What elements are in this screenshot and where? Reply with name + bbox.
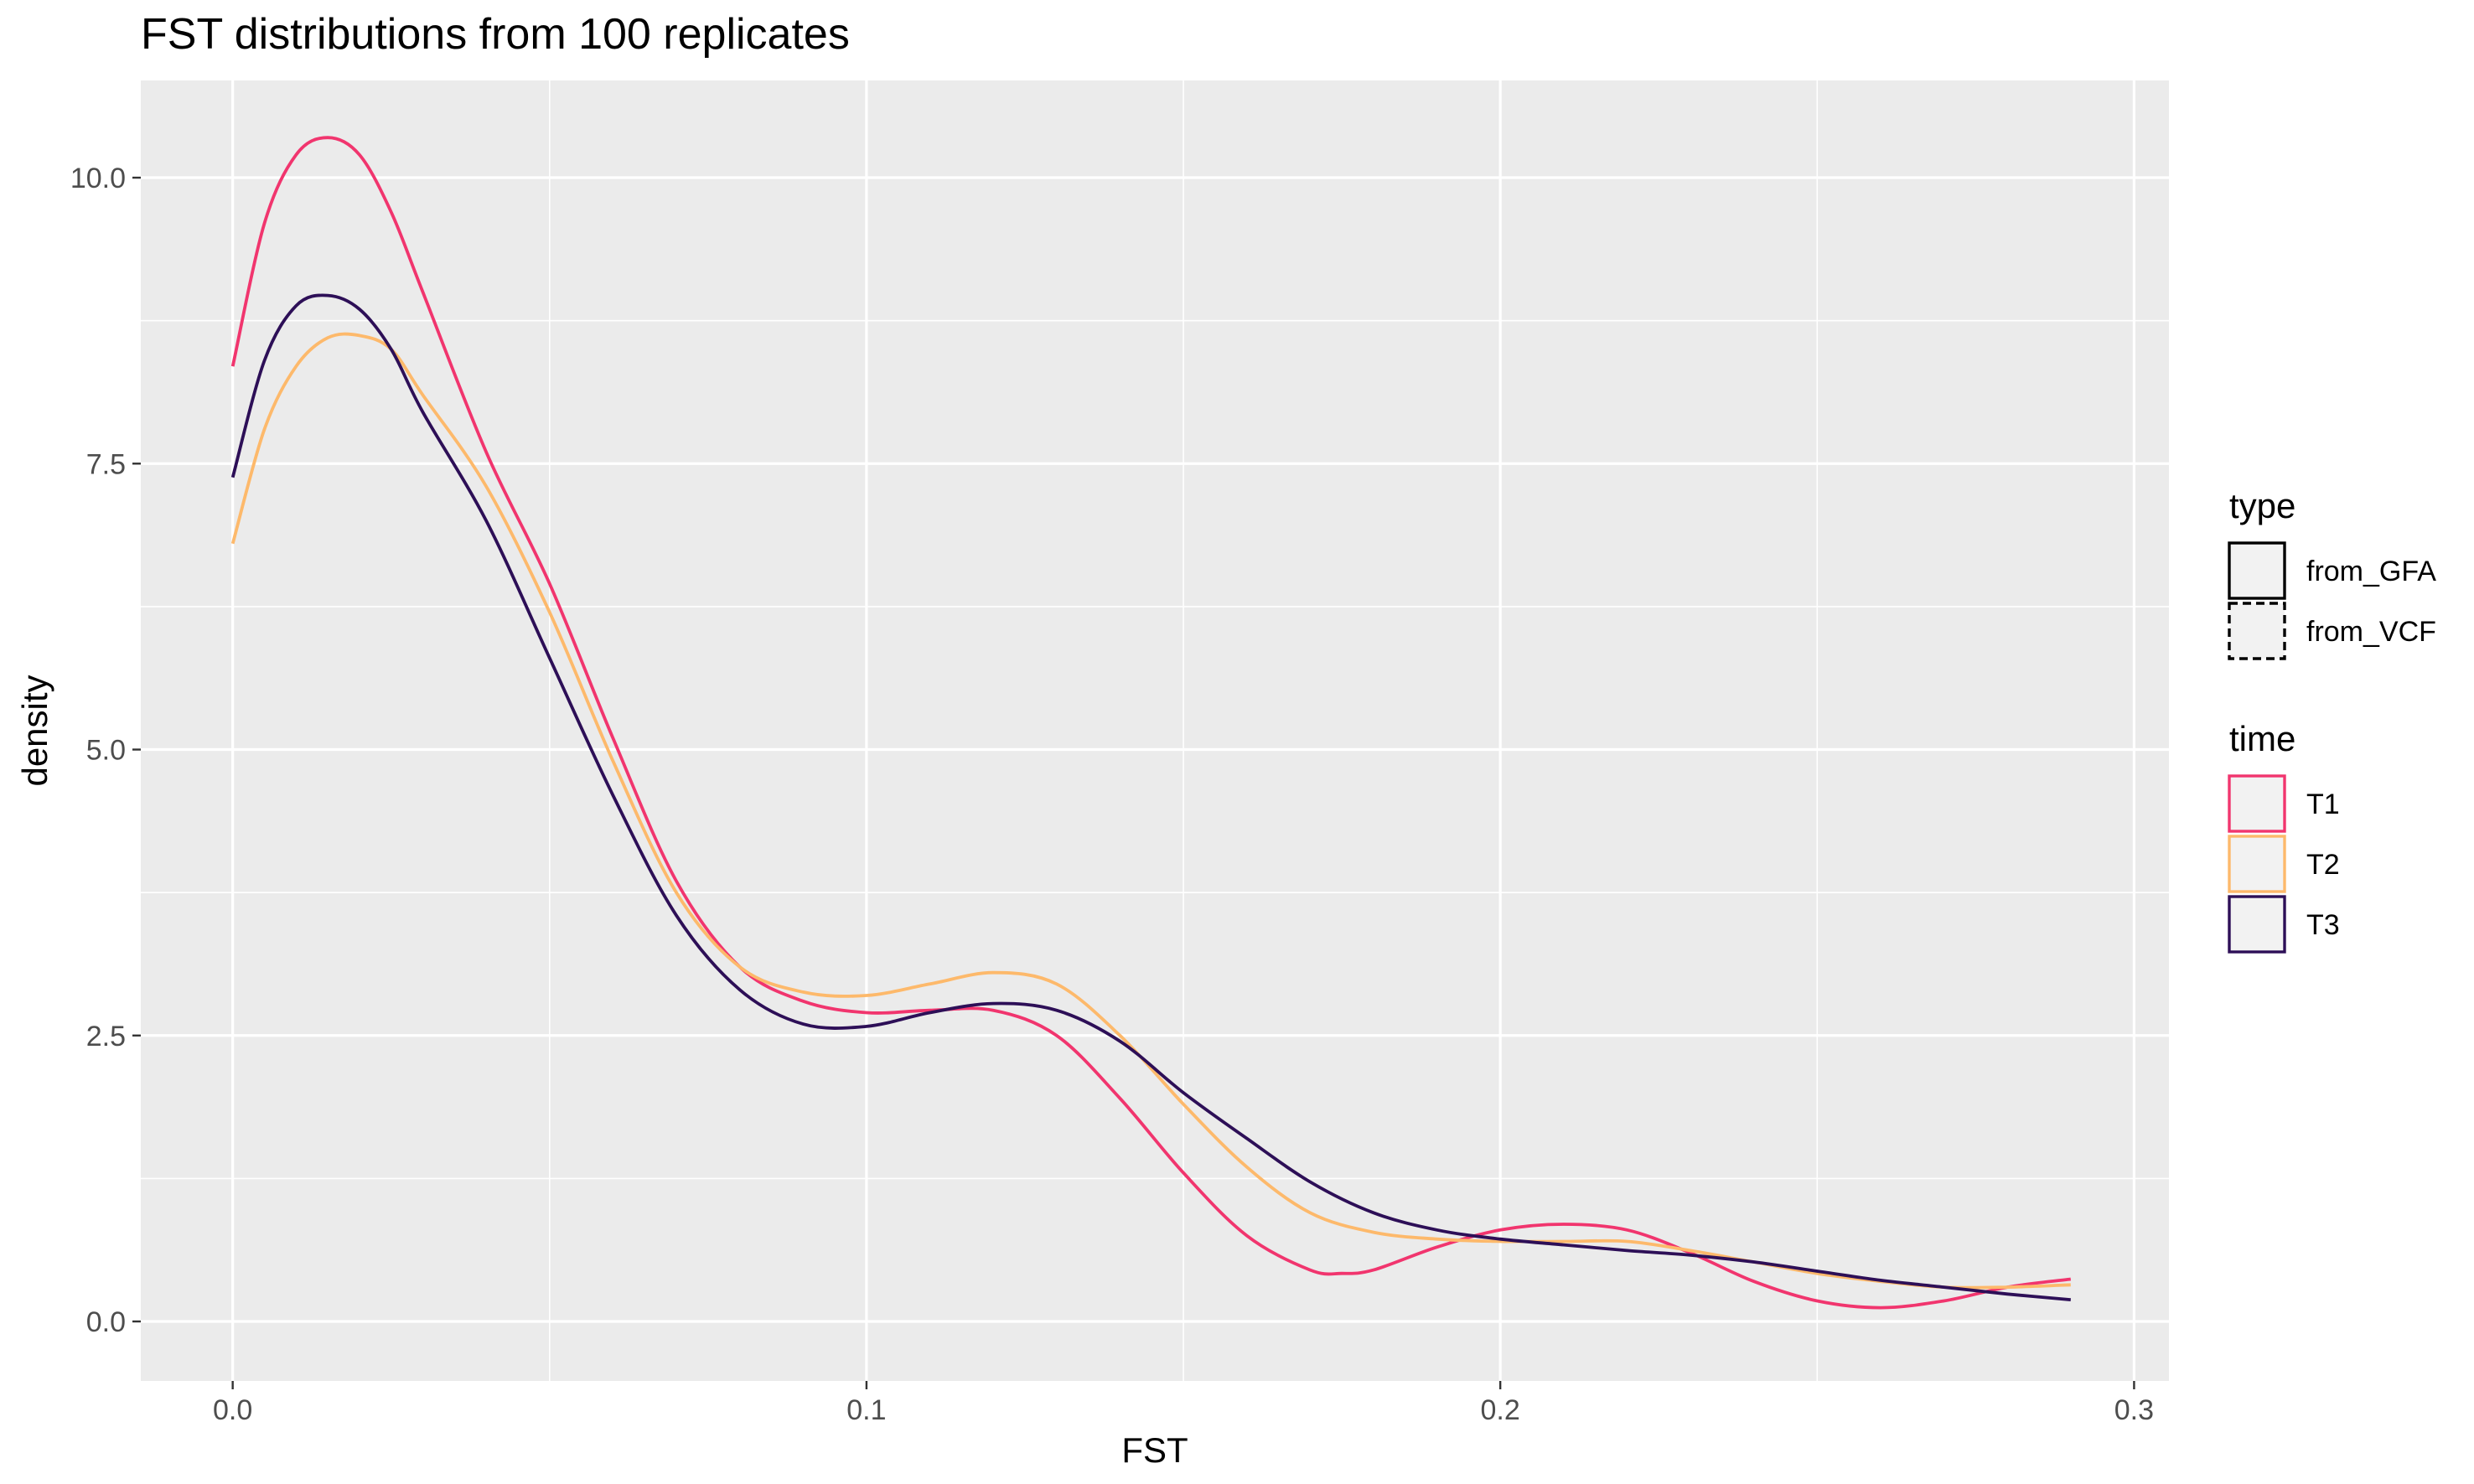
chart-title: FST distributions from 100 replicates bbox=[141, 10, 850, 59]
y-tick-label: 0.0 bbox=[86, 1306, 126, 1338]
x-tick-label: 0.0 bbox=[213, 1394, 252, 1426]
legend-title: type bbox=[2229, 486, 2295, 525]
x-tick-label: 0.3 bbox=[2114, 1394, 2154, 1426]
y-axis: 0.0 2.5 5.0 7.5 10.0 bbox=[70, 163, 141, 1338]
x-tick-label: 0.1 bbox=[846, 1394, 886, 1426]
plot-panel bbox=[141, 80, 2169, 1381]
x-axis: 0.0 0.1 0.2 0.3 bbox=[213, 1381, 2154, 1426]
legend-key-from-gfa bbox=[2228, 541, 2286, 600]
density-line-t3 bbox=[230, 293, 2071, 1301]
density-curves bbox=[230, 136, 2072, 1310]
legend-key-t2 bbox=[2228, 835, 2286, 893]
legend-key-t3 bbox=[2228, 895, 2286, 954]
legend-label: T2 bbox=[2306, 849, 2340, 881]
density-line-t2 bbox=[230, 332, 2071, 1290]
legend-label: from_VCF bbox=[2306, 616, 2436, 648]
y-tick-label: 10.0 bbox=[70, 163, 126, 194]
legend-key-t1 bbox=[2228, 774, 2286, 833]
legend-label: from_GFA bbox=[2306, 556, 2436, 587]
minor-gridlines bbox=[141, 80, 2169, 1381]
y-tick-label: 5.0 bbox=[86, 735, 126, 767]
legend-title: time bbox=[2229, 719, 2295, 758]
x-tick-label: 0.2 bbox=[1481, 1394, 1520, 1426]
y-axis-title: density bbox=[15, 675, 54, 786]
legend-label: T1 bbox=[2306, 789, 2340, 820]
y-tick-label: 7.5 bbox=[86, 448, 126, 480]
x-axis-title: FST bbox=[1121, 1430, 1188, 1470]
density-line-t1 bbox=[230, 136, 2072, 1310]
legend-key-from-vcf bbox=[2228, 602, 2286, 660]
legend-label: T3 bbox=[2306, 909, 2340, 941]
major-gridlines bbox=[141, 80, 2169, 1381]
y-tick-label: 2.5 bbox=[86, 1021, 126, 1052]
